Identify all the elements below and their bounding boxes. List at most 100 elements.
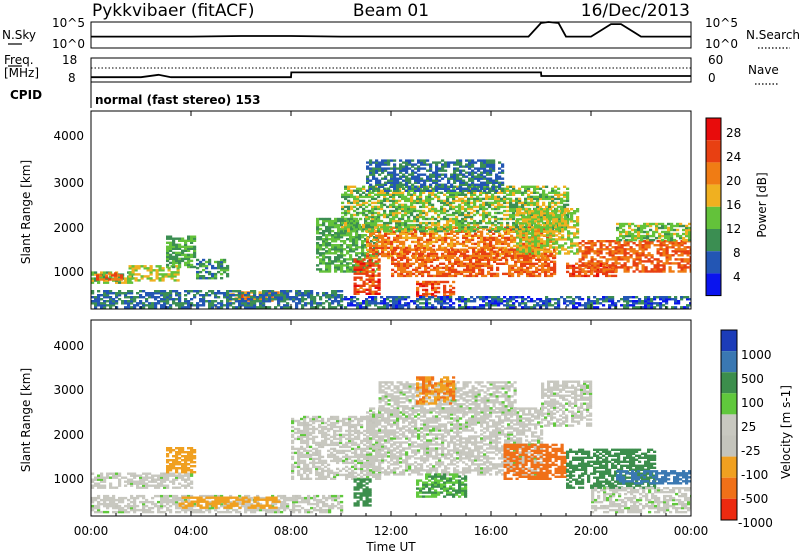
power-cell — [505, 258, 509, 261]
power-cell — [304, 292, 308, 295]
power-cell — [496, 252, 500, 255]
power-cell — [452, 290, 456, 294]
power-cell — [386, 227, 390, 231]
power-cell — [524, 229, 528, 233]
power-cell — [501, 171, 505, 174]
power-cell — [522, 244, 526, 248]
power-cell — [393, 246, 397, 250]
power-cell — [405, 234, 409, 237]
power-cell — [474, 161, 478, 164]
power-cell — [439, 272, 443, 276]
power-cell — [175, 243, 179, 246]
power-cell — [495, 173, 499, 176]
power-cell — [593, 266, 597, 269]
power-cell — [413, 225, 417, 229]
power-cell — [334, 244, 338, 247]
power-cell — [519, 230, 523, 233]
power-cell — [99, 274, 103, 277]
power-cell — [325, 250, 329, 253]
power-cell — [268, 300, 272, 303]
power-cell — [226, 268, 230, 272]
power-cell — [581, 256, 585, 259]
power-cell — [436, 256, 440, 259]
power-cell — [543, 234, 547, 237]
power-cell — [175, 290, 179, 293]
power-cell — [241, 292, 245, 295]
power-cell — [340, 262, 344, 265]
power-cell — [325, 240, 329, 243]
power-cell — [590, 240, 594, 243]
power-cell — [220, 304, 224, 307]
power-cell — [487, 252, 491, 255]
power-cell — [561, 230, 565, 233]
power-cell — [602, 256, 606, 259]
power-cell — [546, 228, 550, 231]
power-cell — [680, 254, 684, 257]
power-cell — [515, 221, 519, 225]
power-cell — [638, 262, 642, 265]
power-cell — [461, 223, 465, 227]
power-cell — [417, 244, 421, 248]
power-cell — [211, 292, 215, 295]
power-cell — [493, 252, 497, 255]
power-cell — [535, 262, 539, 265]
power-cell — [154, 292, 158, 295]
power-cell — [570, 244, 574, 247]
power-cell — [473, 199, 477, 203]
power-cell — [229, 296, 233, 299]
power-cell — [372, 161, 376, 164]
power-cell — [425, 217, 429, 221]
power-cell — [602, 268, 606, 271]
power-cell — [412, 262, 416, 265]
power-cell — [353, 260, 357, 263]
power-cell — [554, 223, 558, 227]
power-cell — [483, 250, 487, 254]
power-cell — [517, 274, 521, 278]
power-cell — [401, 215, 405, 219]
power-cell — [232, 302, 236, 305]
power-cell — [503, 201, 507, 205]
power-cell — [454, 272, 458, 276]
power-cell — [372, 167, 376, 170]
power-cell — [334, 270, 338, 273]
power-cell — [573, 220, 577, 223]
power-cell — [641, 268, 645, 271]
power-cell — [549, 212, 553, 215]
power-cell — [184, 243, 188, 246]
power-cell — [554, 225, 558, 229]
power-cell — [484, 264, 488, 268]
power-cell — [444, 238, 448, 242]
power-cell — [544, 258, 548, 261]
power-cell — [414, 254, 418, 258]
power-cell — [473, 197, 477, 201]
power-cell — [544, 264, 548, 268]
power-cell — [514, 270, 518, 274]
power-cell — [551, 205, 555, 209]
power-cell — [364, 244, 368, 247]
power-cell — [394, 252, 398, 255]
power-cell — [537, 212, 541, 215]
power-cell — [521, 205, 525, 209]
power-cell — [187, 265, 191, 269]
power-cell — [347, 193, 351, 196]
power-cell — [677, 258, 681, 261]
power-cell — [611, 254, 615, 257]
power-cell — [361, 252, 365, 255]
power-cell — [372, 250, 376, 254]
power-cell — [341, 221, 345, 225]
power-cell — [561, 234, 565, 237]
power-cell — [520, 272, 524, 276]
power-cell — [417, 179, 421, 182]
power-cell — [471, 238, 475, 242]
power-cell — [421, 274, 425, 278]
power-cell — [424, 258, 428, 261]
power-cell — [413, 199, 417, 203]
power-cell — [576, 248, 580, 251]
power-cell — [378, 246, 382, 250]
power-cell — [540, 212, 544, 215]
power-cell — [404, 207, 408, 211]
power-cell — [450, 230, 454, 233]
power-cell — [641, 250, 645, 253]
power-cell — [304, 302, 308, 305]
power-cell — [686, 254, 690, 257]
